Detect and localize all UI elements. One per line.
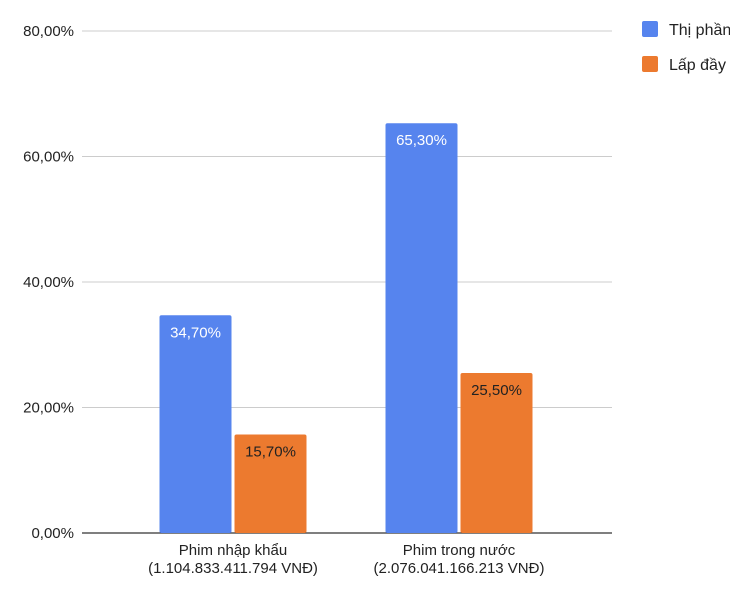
data-label: 65,30% xyxy=(396,132,447,149)
bar-lap-day xyxy=(234,434,307,533)
y-tick-label: 40,00% xyxy=(23,274,74,291)
y-tick-label: 60,00% xyxy=(23,149,74,166)
x-category-label: Phim nhập khẩu xyxy=(179,542,287,559)
bar-lap-day xyxy=(460,372,533,533)
x-category-label: (1.104.833.411.794 VNĐ) xyxy=(148,560,318,577)
legend-swatch xyxy=(642,56,658,72)
legend-label: Lấp đầy xyxy=(669,57,726,74)
y-tick-label: 0,00% xyxy=(31,525,74,542)
y-tick-label: 20,00% xyxy=(23,400,74,417)
data-label: 25,50% xyxy=(471,382,522,399)
legend-label: Thị phần xyxy=(669,22,730,39)
x-category-label: Phim trong nước xyxy=(403,542,516,559)
legend-swatch xyxy=(642,21,658,37)
x-category-label: (2.076.041.166.213 VNĐ) xyxy=(374,560,545,577)
bar-thi-phan xyxy=(385,123,458,534)
bar-thi-phan xyxy=(159,315,232,533)
data-label: 15,70% xyxy=(245,443,296,460)
data-label: 34,70% xyxy=(170,324,221,341)
y-tick-label: 80,00% xyxy=(23,23,74,40)
